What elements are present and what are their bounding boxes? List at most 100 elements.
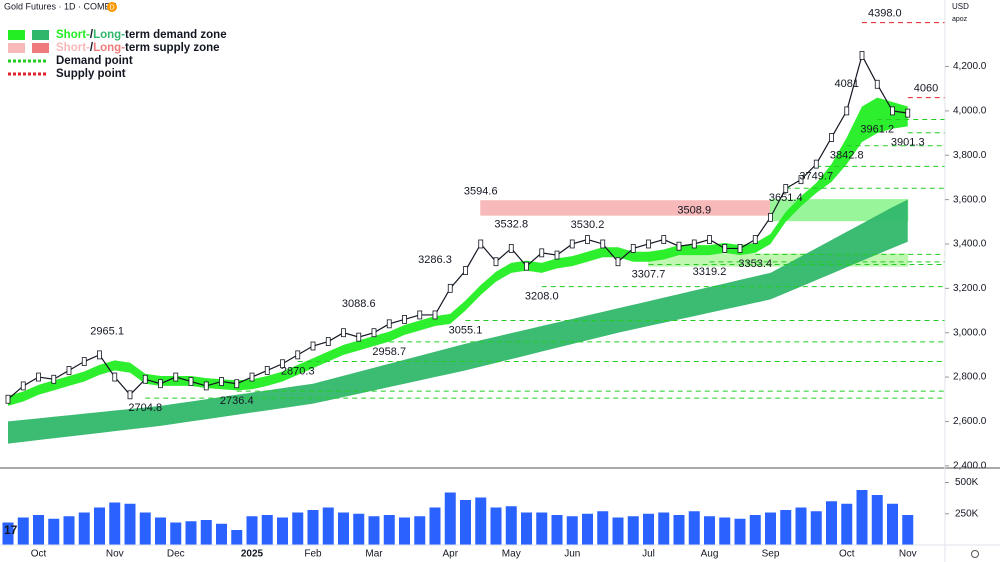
- y-tick-label: 4,000.0: [953, 106, 987, 117]
- legend-swatch: [32, 43, 49, 53]
- candle: [5, 394, 11, 404]
- volume-bar: [2, 522, 14, 545]
- volume-bar: [719, 517, 731, 545]
- candle: [478, 239, 484, 249]
- candle: [615, 257, 621, 267]
- y2-tick-label: 250K: [955, 508, 979, 519]
- annotation: 3901.3: [891, 137, 925, 149]
- annotation: 3749.7: [799, 170, 833, 182]
- candle: [234, 379, 240, 389]
- annotation: 4081: [835, 78, 859, 90]
- volume-bar: [856, 490, 868, 545]
- candle: [249, 372, 255, 382]
- volume-bar: [902, 515, 914, 545]
- candle: [798, 175, 804, 185]
- legend: Short- / Long-term demand zone Short- / L…: [8, 29, 227, 80]
- legend-text: Demand point: [56, 55, 133, 67]
- candle: [51, 374, 57, 384]
- candle: [539, 248, 545, 258]
- annotation: 3353.4: [738, 258, 772, 270]
- volume-bar: [200, 520, 212, 545]
- candle: [97, 350, 102, 360]
- candle: [585, 235, 590, 244]
- volume-bar: [460, 500, 471, 545]
- volume-bar: [277, 517, 288, 545]
- volume-bar: [185, 521, 197, 545]
- volume-bar: [490, 507, 502, 545]
- x-tick-label: Apr: [442, 549, 458, 560]
- candle: [493, 257, 499, 267]
- volume-bar: [475, 497, 487, 545]
- annotation: 2965.1: [90, 325, 124, 337]
- x-tick-label: 2025: [241, 549, 264, 560]
- candle: [20, 381, 26, 391]
- volume-bar: [704, 516, 715, 545]
- candle: [341, 328, 346, 338]
- badge: D: [109, 4, 114, 11]
- y-tick-label: 3,400.0: [953, 239, 987, 250]
- candle: [295, 350, 301, 360]
- volume-bar: [399, 517, 410, 545]
- supply-zone: [480, 200, 771, 216]
- volume-bar: [216, 523, 227, 545]
- volume-bar: [170, 522, 182, 545]
- candle: [646, 239, 651, 249]
- annotation: 3319.2: [693, 266, 727, 278]
- volume-bar: [521, 512, 532, 545]
- y-tick-label: 2,600.0: [953, 416, 987, 427]
- candle: [676, 241, 682, 251]
- level-lines: [145, 22, 945, 399]
- candle: [188, 377, 194, 386]
- price-line: [7, 53, 908, 400]
- candle: [890, 106, 895, 116]
- candle: [142, 374, 148, 384]
- volume-bar: [307, 510, 319, 545]
- legend-text: term demand zone: [125, 29, 227, 41]
- y2-tick-label: 500K: [955, 477, 979, 488]
- annotation: 4398.0: [868, 8, 902, 20]
- candle: [691, 239, 697, 249]
- volume-bar: [322, 507, 334, 545]
- candle: [36, 372, 41, 382]
- badge-bg: [107, 2, 117, 12]
- volume-bar: [94, 507, 105, 545]
- y-tick-label: 3,200.0: [953, 283, 987, 294]
- x-tick-label: Feb: [304, 549, 322, 560]
- volume-bar: [734, 518, 746, 545]
- candle: [264, 366, 270, 375]
- candle: [356, 332, 362, 342]
- short-band: [8, 97, 908, 406]
- candle: [752, 235, 758, 244]
- annotation: 2736.4: [220, 395, 254, 407]
- annotation: 3508.9: [677, 205, 711, 217]
- candle: [508, 244, 514, 253]
- candle: [707, 235, 712, 244]
- candle: [859, 51, 865, 60]
- legend-text: Supply point: [56, 68, 126, 80]
- candle: [737, 244, 743, 253]
- candle: [829, 133, 834, 142]
- x-tick-label: Nov: [106, 549, 124, 560]
- y-tick-label: 3,600.0: [953, 194, 987, 205]
- x-tick-label: Oct: [31, 549, 47, 560]
- candle: [463, 266, 468, 275]
- annotation: 3532.8: [494, 218, 528, 230]
- legend-swatch: [8, 43, 25, 53]
- annotation: 3088.6: [342, 298, 376, 310]
- logo: 17: [4, 523, 18, 537]
- volume-bar: [765, 512, 776, 545]
- candle: [203, 381, 209, 391]
- candle: [112, 372, 118, 382]
- candle: [874, 79, 880, 89]
- candle: [554, 250, 560, 260]
- candle: [524, 261, 529, 271]
- candle: [600, 239, 606, 249]
- x-tick-label: Nov: [899, 549, 917, 560]
- candle: [81, 357, 87, 366]
- candle: [630, 244, 636, 253]
- volume-bar: [505, 506, 517, 545]
- settings-icon[interactable]: [971, 550, 979, 558]
- y-tick-label: 2,400.0: [953, 460, 987, 471]
- annotation: 3055.1: [449, 324, 483, 336]
- candle: [417, 310, 423, 320]
